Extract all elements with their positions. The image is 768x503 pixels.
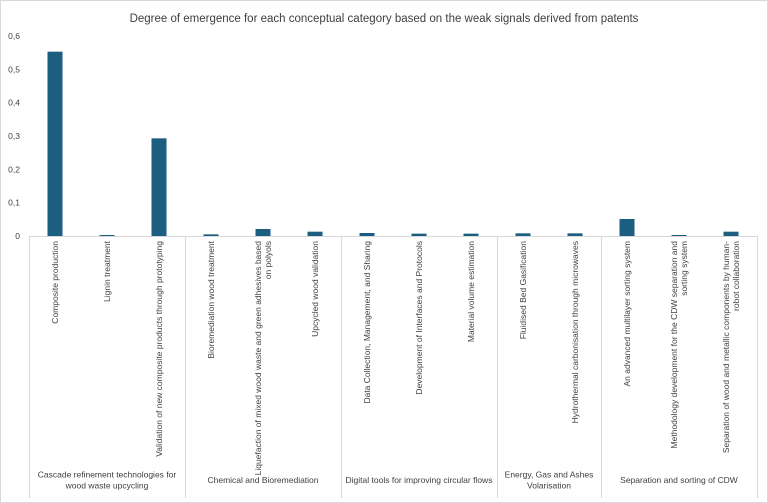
- bar: [411, 233, 427, 236]
- x-tick-label: Composite production: [50, 241, 60, 324]
- bar: [255, 229, 271, 236]
- x-tick-label-line: robot collaboration: [731, 241, 741, 311]
- y-tick-label: 0,5: [8, 64, 20, 74]
- x-tick-label-line: Material volume estimation: [466, 241, 476, 342]
- y-tick-label: 0,2: [8, 164, 20, 174]
- bars: [47, 51, 739, 236]
- bar: [567, 233, 583, 236]
- x-tick-label-line: Methodology development for the CDW sepa…: [669, 241, 679, 449]
- group-label: Digital tools for improving circular flo…: [346, 475, 493, 485]
- x-tick-label: Data Collection, Management, and Sharing: [362, 241, 372, 404]
- x-tick-label-line: Bioremediation wood treatment: [206, 240, 216, 358]
- group-label: Energy, Gas and Ashes: [505, 470, 594, 480]
- bar: [515, 233, 531, 236]
- bar: [723, 231, 739, 236]
- x-tick-label-line: Composite production: [50, 241, 60, 324]
- x-tick-label: Separation of wood and metallic componen…: [721, 241, 741, 453]
- y-tick-label: 0,3: [8, 131, 20, 141]
- bar: [151, 138, 167, 236]
- x-tick-label-line: Lignin treatment: [102, 240, 112, 302]
- x-tick-label-line: Fluidised Bed Gasification: [518, 241, 528, 340]
- x-tick-label-line: Data Collection, Management, and Sharing: [362, 241, 372, 404]
- bar: [203, 234, 219, 236]
- x-tick-label-line: Upcycled wood validation: [310, 241, 320, 337]
- x-tick-label: Liquefaction of mixed wood waste and gre…: [253, 241, 273, 476]
- bar: [47, 51, 63, 236]
- bar: [99, 235, 115, 236]
- x-tick-label: An advanced multilayer sorting system: [622, 241, 632, 387]
- bar: [463, 233, 479, 236]
- x-axis: [29, 236, 758, 498]
- category-labels: Composite production Lignin treatment Vali…: [50, 240, 741, 475]
- group-label: Cascade refinement technologies for: [38, 470, 177, 480]
- x-tick-label: Development of Interfaces and Protocols: [414, 241, 424, 395]
- x-tick-label: Bioremediation wood treatment: [206, 240, 216, 358]
- group-label: Separation and sorting of CDW: [620, 475, 738, 485]
- y-tick-label: 0,6: [8, 31, 20, 41]
- x-tick-label-line: on polyols: [263, 241, 273, 279]
- x-tick-label: Fluidised Bed Gasification: [518, 241, 528, 340]
- bar: [359, 233, 375, 236]
- x-tick-label-line: An advanced multilayer sorting system: [622, 241, 632, 387]
- x-tick-label: Material volume estimation: [466, 241, 476, 342]
- x-tick-label-line: sorting system: [679, 241, 689, 296]
- bar: [307, 231, 323, 236]
- x-tick-label: Upcycled wood validation: [310, 241, 320, 337]
- y-axis: 0 0,1 0,2 0,3 0,4 0,5 0,6: [8, 31, 20, 241]
- x-tick-label: Hydrothermal carbonisation through micro…: [570, 241, 580, 423]
- group-label: Chemical and Bioremediation: [207, 475, 318, 485]
- group-labels: Cascade refinement technologies forwood …: [38, 470, 738, 491]
- group-label: Volarisation: [527, 481, 571, 491]
- x-tick-label: Lignin treatment: [102, 240, 112, 302]
- group-label: wood waste upcycling: [65, 481, 149, 491]
- x-tick-label-line: Hydrothermal carbonisation through micro…: [570, 241, 580, 423]
- x-tick-label-line: Separation of wood and metallic componen…: [721, 241, 731, 453]
- bar: [619, 219, 635, 236]
- y-tick-label: 0,1: [8, 198, 20, 208]
- chart-title: Degree of emergence for each conceptual …: [130, 13, 639, 25]
- x-tick-label: Methodology development for the CDW sepa…: [669, 241, 689, 449]
- y-tick-label: 0,4: [8, 98, 20, 108]
- x-tick-label-line: Liquefaction of mixed wood waste and gre…: [253, 241, 263, 476]
- x-tick-label: Validation of new composite products thr…: [154, 241, 164, 457]
- x-tick-label-line: Validation of new composite products thr…: [154, 241, 164, 457]
- y-tick-label: 0: [15, 231, 20, 241]
- x-tick-label-line: Development of Interfaces and Protocols: [414, 241, 424, 395]
- bar: [671, 235, 687, 236]
